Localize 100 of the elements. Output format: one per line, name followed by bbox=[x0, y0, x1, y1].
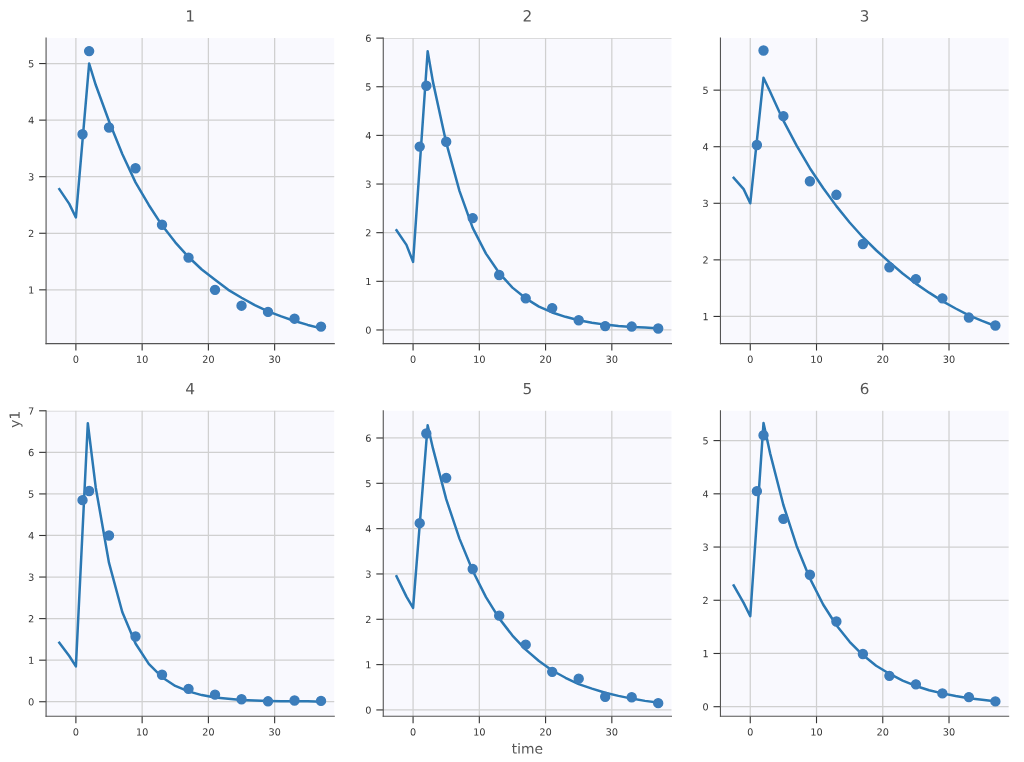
x-tick-label: 10 bbox=[811, 355, 823, 363]
point bbox=[547, 666, 558, 678]
point bbox=[963, 691, 975, 703]
x-axis-title: time bbox=[512, 743, 543, 754]
point bbox=[494, 610, 505, 621]
point bbox=[236, 694, 247, 705]
x-tick-label: 30 bbox=[606, 355, 618, 363]
x-tick-label: 20 bbox=[202, 355, 214, 363]
x-tick-label: 20 bbox=[540, 728, 552, 736]
x-tick-label: 30 bbox=[269, 728, 281, 736]
point bbox=[653, 323, 664, 334]
point bbox=[414, 518, 425, 529]
point bbox=[520, 639, 531, 650]
point bbox=[83, 485, 95, 497]
point bbox=[758, 45, 769, 56]
point bbox=[573, 673, 584, 684]
point bbox=[103, 530, 115, 541]
y-tick-label: 3 bbox=[28, 173, 34, 181]
point bbox=[857, 648, 869, 660]
point bbox=[804, 569, 816, 580]
y-tick-label: 5 bbox=[28, 60, 34, 68]
y-tick-label: 2 bbox=[703, 256, 708, 264]
y-tick-label: 5 bbox=[703, 86, 708, 94]
point bbox=[626, 321, 637, 332]
x-tick-label: 10 bbox=[474, 355, 485, 363]
y-tick-label: 2 bbox=[365, 615, 371, 623]
y-tick-label: 5 bbox=[366, 83, 371, 91]
point bbox=[751, 485, 763, 497]
point bbox=[758, 430, 769, 441]
point bbox=[209, 689, 221, 700]
y-tick-label: 3 bbox=[703, 199, 708, 208]
x-tick-label: 30 bbox=[606, 728, 618, 736]
y-tick-label: 4 bbox=[28, 532, 34, 540]
x-tick-label: 30 bbox=[269, 355, 281, 363]
chart-title: 3 bbox=[860, 10, 869, 22]
point bbox=[236, 300, 247, 311]
x-tick-label: 20 bbox=[877, 355, 889, 363]
point bbox=[990, 320, 1001, 331]
point bbox=[421, 80, 432, 91]
point bbox=[441, 136, 452, 147]
x-tick-label: 10 bbox=[137, 355, 148, 363]
point bbox=[751, 139, 763, 151]
point bbox=[494, 269, 505, 281]
point bbox=[441, 472, 452, 484]
y-axis-title: y1 bbox=[9, 412, 23, 428]
point bbox=[183, 683, 194, 695]
y-tick-label: 0 bbox=[703, 703, 708, 711]
point bbox=[467, 563, 478, 575]
point bbox=[262, 306, 274, 318]
y-tick-label: 4 bbox=[28, 116, 34, 124]
y-tick-label: 5 bbox=[28, 490, 34, 498]
point bbox=[778, 110, 789, 122]
y-tick-label: 6 bbox=[28, 448, 34, 457]
point bbox=[547, 302, 558, 314]
x-tick-label: 10 bbox=[474, 728, 485, 736]
chart-title: 5 bbox=[523, 382, 531, 395]
point bbox=[990, 696, 1001, 707]
y-tick-label: 3 bbox=[703, 543, 708, 551]
point bbox=[626, 692, 637, 703]
x-tick-label: 0 bbox=[747, 355, 753, 363]
point bbox=[653, 697, 664, 709]
point bbox=[77, 129, 88, 140]
point bbox=[963, 312, 975, 323]
point bbox=[156, 669, 168, 680]
y-tick-label: 1 bbox=[366, 277, 371, 286]
y-tick-label: 3 bbox=[366, 180, 371, 188]
y-tick-label: 2 bbox=[28, 229, 34, 237]
y-tick-label: 7 bbox=[28, 407, 34, 415]
y-tick-label: 2 bbox=[703, 596, 708, 604]
point bbox=[77, 494, 88, 506]
point bbox=[421, 428, 432, 439]
point bbox=[884, 670, 895, 682]
x-tick-label: 0 bbox=[73, 355, 79, 363]
x-tick-label: 20 bbox=[202, 728, 214, 736]
y-tick-label: 3 bbox=[28, 573, 34, 581]
point bbox=[103, 122, 115, 133]
x-tick-label: 0 bbox=[410, 355, 416, 363]
point bbox=[573, 315, 584, 326]
point bbox=[857, 238, 869, 250]
point bbox=[600, 691, 611, 702]
x-tick-label: 30 bbox=[943, 355, 955, 363]
point bbox=[831, 616, 842, 627]
x-tick-label: 20 bbox=[877, 728, 889, 736]
x-tick-label: 10 bbox=[137, 728, 148, 736]
y-tick-label: 6 bbox=[365, 34, 371, 42]
point bbox=[884, 262, 895, 273]
y-tick-label: 0 bbox=[28, 698, 34, 706]
y-tick-label: 1 bbox=[703, 650, 708, 658]
point bbox=[520, 293, 531, 304]
y-tick-label: 0 bbox=[365, 706, 371, 714]
point bbox=[156, 219, 168, 230]
y-tick-label: 0 bbox=[365, 326, 371, 334]
x-tick-label: 0 bbox=[73, 728, 79, 736]
chart-title: 2 bbox=[523, 10, 531, 22]
y-tick-label: 2 bbox=[28, 615, 34, 623]
point bbox=[209, 284, 221, 296]
x-tick-label: 20 bbox=[540, 355, 552, 363]
point bbox=[467, 212, 478, 224]
point bbox=[831, 189, 842, 200]
point bbox=[910, 679, 922, 690]
